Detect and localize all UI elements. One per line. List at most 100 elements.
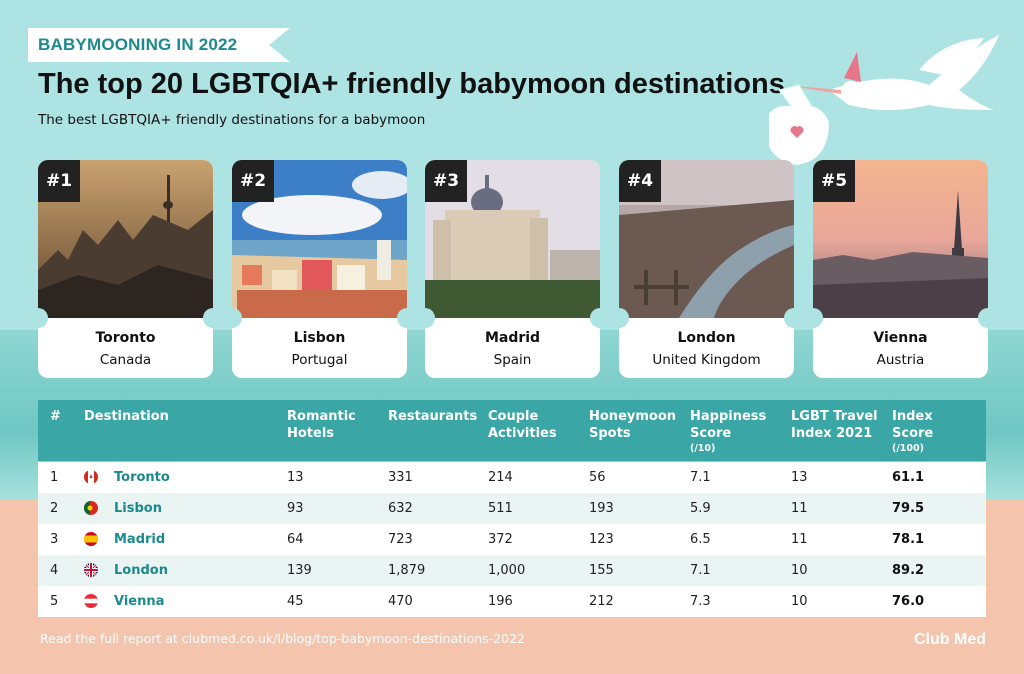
cell-index: 78.1 [892,532,925,547]
cell-hotels: 93 [287,501,304,516]
cell-activities: 1,000 [488,563,526,578]
table-row: 5 Vienna 45 470 196 212 7.3 10 76.0 [38,586,986,617]
table-row: 2 Lisbon 93 632 511 193 5.9 11 79.5 [38,493,986,524]
rank-badge: #1 [38,160,80,202]
cell-happiness: 5.9 [690,501,711,516]
cell-num: 2 [50,501,59,516]
card-notch [38,308,48,328]
card-notch [590,308,600,328]
header-ribbon: BABYMOONING IN 2022 [28,28,290,62]
cell-destination: Vienna [114,594,165,609]
cell-spots: 56 [589,470,606,485]
cell-hotels: 139 [287,563,312,578]
card-country: United Kingdom [652,352,761,368]
card-notch [813,308,823,328]
uk-flag-icon [84,563,98,577]
cell-happiness: 6.5 [690,532,711,547]
col-honeymoon-spots: Honeymoon Spots [589,409,677,441]
cell-restaurants: 723 [388,532,413,547]
cell-destination: London [114,563,168,578]
col-restaurants: Restaurants [388,409,478,424]
cell-hotels: 45 [287,594,304,609]
rankings-table: # Destination Romantic Hotels Restaurants… [38,400,986,617]
cell-activities: 511 [488,501,513,516]
card-vienna: #5 Vienna Austria [813,160,988,378]
cell-lgbt: 10 [791,594,808,609]
cell-activities: 214 [488,470,513,485]
card-country: Austria [876,352,925,368]
col-index-score: Index Score (/100) [892,409,934,454]
card-madrid: #3 Madrid Spain [425,160,600,378]
table-row: 4 London 139 1,879 1,000 155 7.1 10 89.2 [38,555,986,586]
cell-restaurants: 470 [388,594,413,609]
col-num: # [50,409,61,424]
card-city: Madrid [484,330,541,346]
card-country: Spain [493,352,532,368]
cell-lgbt: 10 [791,563,808,578]
page-title: The top 20 LGBTQIA+ friendly babymoon de… [38,68,785,100]
cell-restaurants: 1,879 [388,563,426,578]
cell-spots: 212 [589,594,614,609]
vienna-skyline-image [813,160,988,318]
table-row: 1 Toronto 13 331 214 56 7.1 13 61.1 [38,462,986,493]
club-med-logo: Club Med [914,631,986,648]
table-row: 3 Madrid 64 723 372 123 6.5 11 78.1 [38,524,986,555]
cell-index: 76.0 [892,594,925,609]
table-header: # Destination Romantic Hotels Restaurants… [38,400,986,461]
col-couple-activities: Couple Activities [488,409,557,441]
card-country: Portugal [291,352,348,368]
card-notch [784,308,794,328]
cell-spots: 193 [589,501,614,516]
cell-happiness: 7.3 [690,594,711,609]
col-destination: Destination [84,409,169,424]
rank-badge: #5 [813,160,855,202]
cell-activities: 196 [488,594,513,609]
cell-num: 5 [50,594,59,609]
cell-index: 89.2 [892,563,925,578]
cell-restaurants: 331 [388,470,413,485]
card-lisbon: #2 Lisbon Portugal [232,160,407,378]
cell-activities: 372 [488,532,513,547]
col-lgbt-index: LGBT Travel Index 2021 [791,409,878,441]
card-city: Lisbon [293,330,346,346]
cell-index: 61.1 [892,470,925,485]
portugal-flag-icon [84,501,98,515]
col-romantic-hotels: Romantic Hotels [287,409,356,441]
cell-index: 79.5 [892,501,925,516]
card-notch [978,308,988,328]
cell-happiness: 7.1 [690,470,711,485]
cell-destination: Toronto [114,470,170,485]
austria-flag-icon [84,594,98,608]
cell-spots: 155 [589,563,614,578]
cell-restaurants: 632 [388,501,413,516]
card-city: Vienna [873,330,928,346]
rank-badge: #2 [232,160,274,202]
cell-spots: 123 [589,532,614,547]
cell-hotels: 13 [287,470,304,485]
ribbon-label: BABYMOONING IN 2022 [38,35,238,54]
cell-num: 1 [50,470,59,485]
cell-lgbt: 11 [791,532,808,547]
cell-destination: Madrid [114,532,166,547]
rank-badge: #4 [619,160,661,202]
cell-destination: Lisbon [114,501,162,516]
canada-flag-icon [84,470,98,484]
cell-hotels: 64 [287,532,304,547]
spain-flag-icon [84,532,98,546]
col-happiness-score: Happiness Score (/10) [690,409,767,454]
card-notch [232,308,242,328]
card-notch [425,308,435,328]
card-country: Canada [99,352,152,368]
top-five-cards: #1 Toronto Canada #2 [38,160,988,380]
card-city: London [677,330,736,346]
card-city: Toronto [95,330,156,346]
cell-lgbt: 11 [791,501,808,516]
card-london: #4 London United Kingdom [619,160,794,378]
cell-lgbt: 13 [791,470,808,485]
footer-link-text: Read the full report at clubmed.co.uk/l/… [40,631,526,646]
cell-happiness: 7.1 [690,563,711,578]
card-toronto: #1 Toronto Canada [38,160,213,378]
stork-icon [769,35,999,165]
card-notch [619,308,629,328]
